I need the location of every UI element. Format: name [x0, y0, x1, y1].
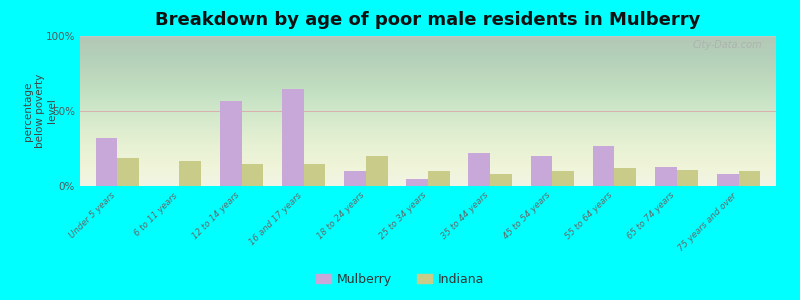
Bar [118, 158, 139, 186]
Y-axis label: percentage
below poverty
level: percentage below poverty level [23, 74, 57, 148]
Bar [614, 168, 636, 186]
Bar [95, 138, 118, 186]
Bar [490, 174, 512, 186]
Bar [593, 146, 614, 186]
Legend: Mulberry, Indiana: Mulberry, Indiana [310, 268, 490, 291]
Bar [242, 164, 263, 186]
Bar [304, 164, 326, 186]
Bar [552, 171, 574, 186]
Bar [738, 171, 761, 186]
Text: City-Data.com: City-Data.com [693, 40, 762, 50]
Bar [406, 178, 428, 186]
Bar [179, 160, 201, 186]
Title: Breakdown by age of poor male residents in Mulberry: Breakdown by age of poor male residents … [155, 11, 701, 29]
Bar [717, 174, 738, 186]
Bar [344, 171, 366, 186]
Bar [677, 169, 698, 186]
Bar [468, 153, 490, 186]
Bar [655, 167, 677, 186]
Bar [428, 171, 450, 186]
Bar [366, 156, 388, 186]
Bar [282, 88, 304, 186]
Bar [530, 156, 552, 186]
Bar [220, 100, 242, 186]
